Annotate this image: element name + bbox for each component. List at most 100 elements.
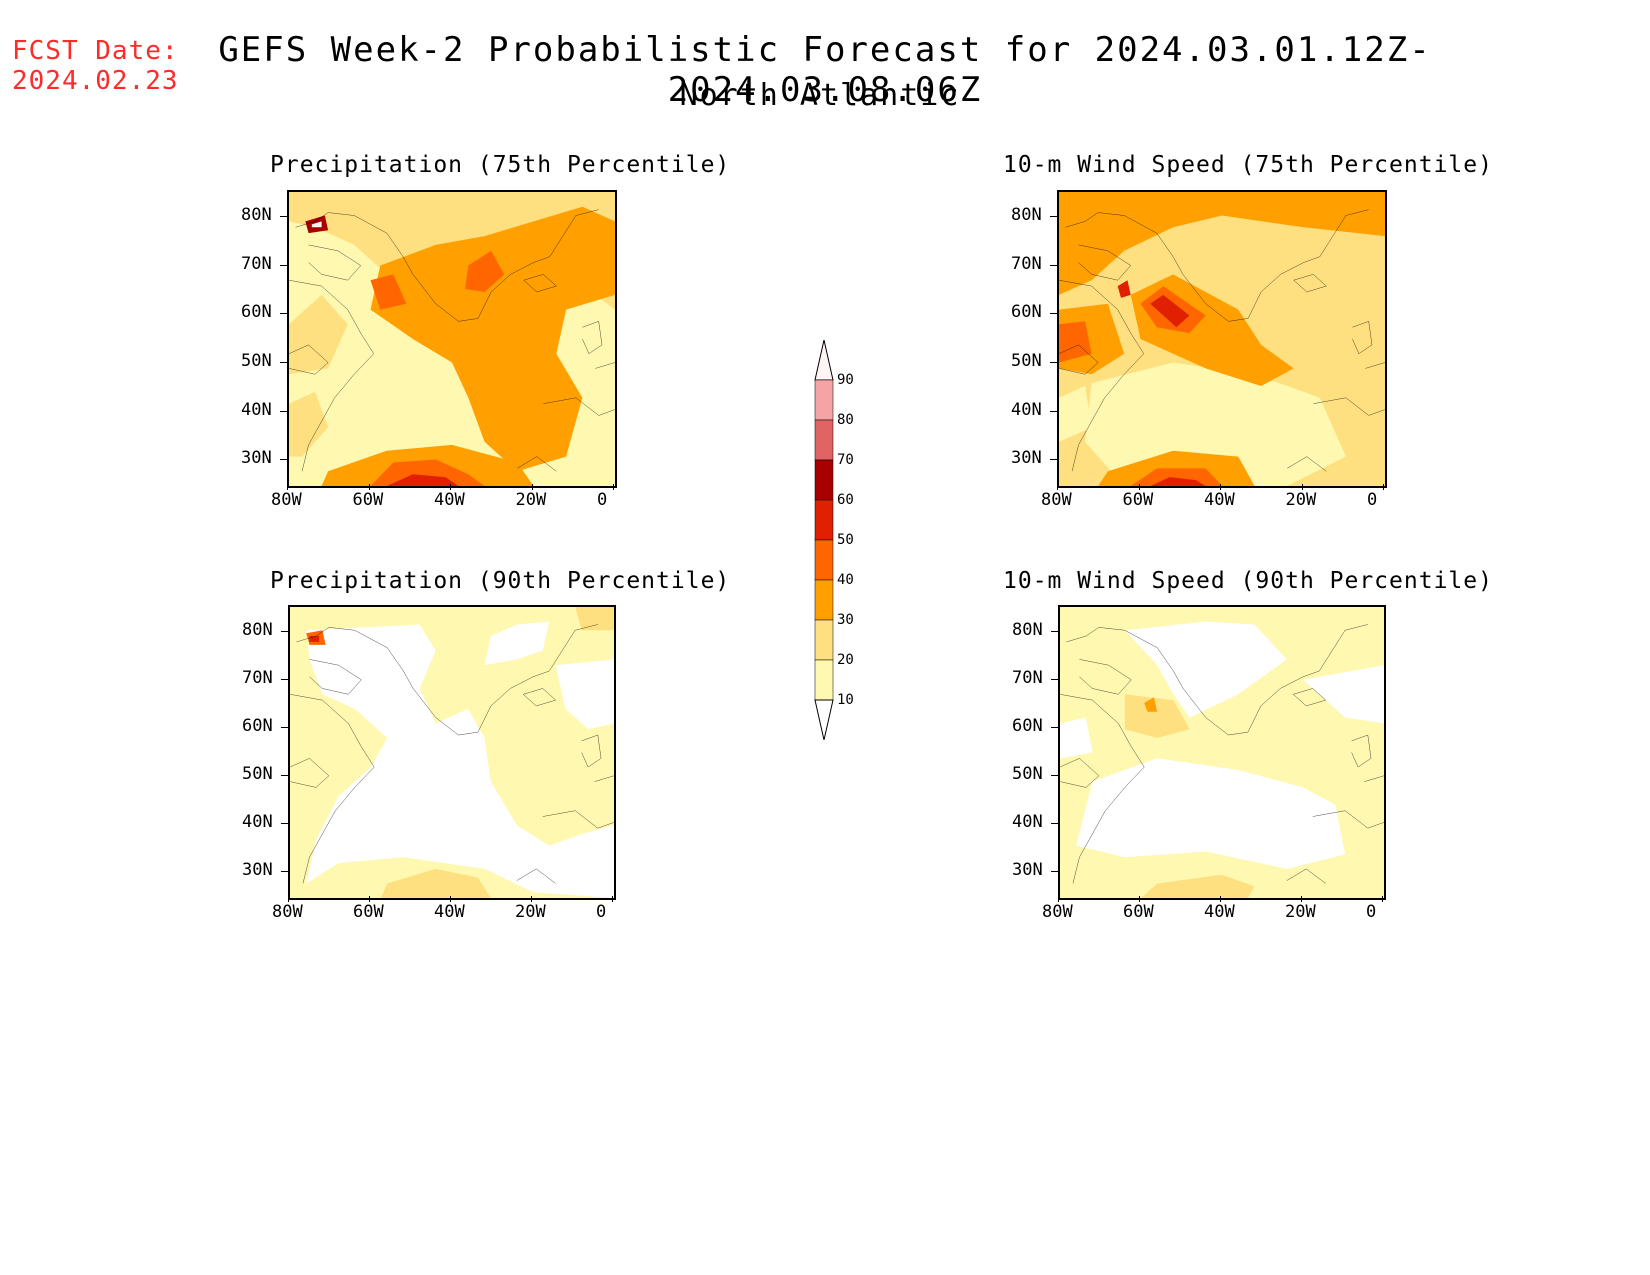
contour-region bbox=[1085, 362, 1346, 486]
coastline bbox=[1066, 624, 1367, 735]
lon-tick bbox=[369, 896, 370, 902]
lat-tick bbox=[1050, 264, 1057, 266]
lon-tick bbox=[612, 896, 613, 902]
lon-tick-label: 40W bbox=[434, 490, 465, 510]
contour-region bbox=[1060, 717, 1093, 759]
lat-tick bbox=[1050, 361, 1057, 363]
contour-region bbox=[1076, 758, 1346, 869]
coastline bbox=[1287, 457, 1326, 472]
lon-tick-label: 60W bbox=[1123, 902, 1154, 922]
lat-tick bbox=[1050, 459, 1057, 460]
lon-tick bbox=[1220, 484, 1221, 490]
colorbar-bottom-arrow bbox=[814, 699, 834, 741]
lon-tick bbox=[1301, 484, 1303, 490]
contour-region bbox=[370, 206, 615, 472]
coastline bbox=[309, 245, 361, 280]
colorbar-top-arrow bbox=[814, 339, 834, 381]
contour-region bbox=[575, 607, 614, 631]
lon-tick bbox=[450, 484, 451, 490]
lon-tick-label: 60W bbox=[1122, 490, 1154, 510]
panel-title-wind-90: 10-m Wind Speed (90th Percentile) bbox=[1003, 568, 1493, 594]
page-subtitle: North Atlantic bbox=[679, 78, 961, 113]
lat-tick bbox=[1051, 775, 1058, 777]
contour-region bbox=[465, 250, 505, 292]
lat-tick-label: 50N bbox=[241, 350, 272, 371]
lat-tick-label: 60N bbox=[242, 716, 273, 737]
colorbar-label: 30 bbox=[837, 612, 854, 628]
fcst-date-value: 2024.02.23 bbox=[12, 66, 179, 96]
lat-tick bbox=[1051, 871, 1058, 873]
coastline bbox=[1365, 776, 1384, 782]
colorbar-label: 80 bbox=[837, 412, 854, 428]
fcst-date-label: FCST Date: bbox=[12, 36, 179, 66]
coastline bbox=[1352, 735, 1371, 767]
map-fill-layer bbox=[1060, 607, 1384, 898]
lat-tick-label: 50N bbox=[242, 764, 273, 785]
lon-tick-label: 80W bbox=[271, 490, 302, 510]
map-fill-layer bbox=[290, 607, 614, 898]
lon-tick-label: 80W bbox=[1041, 490, 1072, 510]
lat-tick-label: 80N bbox=[1012, 620, 1043, 641]
coastline bbox=[1079, 245, 1131, 280]
coastline bbox=[1313, 811, 1384, 828]
lon-tick bbox=[368, 484, 370, 490]
colorbar-label: 40 bbox=[837, 572, 854, 588]
coastline bbox=[582, 735, 601, 767]
map-precip-75 bbox=[287, 190, 617, 488]
contour-region bbox=[1150, 477, 1206, 486]
coastline bbox=[1066, 210, 1369, 322]
lon-tick-label: 40W bbox=[1204, 490, 1235, 510]
lat-tick bbox=[281, 775, 288, 777]
coastline bbox=[582, 321, 602, 353]
lat-tick bbox=[280, 410, 287, 412]
contour-region bbox=[1124, 694, 1190, 738]
lon-tick bbox=[288, 896, 289, 902]
coastline bbox=[595, 363, 615, 369]
lat-tick-label: 60N bbox=[241, 302, 272, 323]
lon-tick bbox=[613, 484, 614, 490]
colorbar-segment bbox=[814, 499, 834, 541]
lon-tick-label: 40W bbox=[434, 902, 465, 922]
coastline bbox=[1293, 688, 1325, 705]
colorbar-label: 50 bbox=[837, 532, 854, 548]
contour-region bbox=[1303, 665, 1384, 724]
lat-tick-label: 70N bbox=[242, 668, 273, 689]
lat-tick-label: 50N bbox=[1011, 350, 1042, 371]
coastline bbox=[309, 659, 361, 694]
lat-tick-label: 40N bbox=[1012, 812, 1043, 833]
lat-tick-label: 30N bbox=[241, 448, 272, 468]
coastline bbox=[289, 345, 328, 374]
lon-tick bbox=[531, 484, 533, 490]
colorbar-label: 10 bbox=[837, 692, 854, 708]
lat-tick bbox=[281, 823, 288, 825]
lat-tick-label: 40N bbox=[242, 812, 273, 833]
lon-tick-label: 0 bbox=[1366, 902, 1377, 922]
coastline bbox=[517, 869, 556, 884]
lon-tick-label: 20W bbox=[1285, 490, 1317, 510]
colorbar-segment bbox=[814, 379, 834, 421]
colorbar-label: 20 bbox=[837, 652, 854, 668]
contour-region bbox=[306, 624, 614, 898]
coastline bbox=[290, 694, 374, 883]
contour-region bbox=[386, 474, 459, 486]
lat-tick-label: 40N bbox=[241, 399, 272, 420]
contour-region bbox=[1117, 280, 1131, 298]
contour-region bbox=[370, 459, 485, 486]
lat-tick bbox=[1050, 216, 1057, 218]
colorbar-label: 60 bbox=[837, 492, 854, 508]
colorbar-segment bbox=[814, 659, 834, 701]
coastline bbox=[543, 811, 614, 828]
coastline bbox=[1059, 345, 1098, 374]
lon-tick-label: 20W bbox=[515, 902, 546, 922]
map-precip-90 bbox=[288, 605, 616, 900]
coastline bbox=[1313, 398, 1385, 416]
lat-tick-label: 60N bbox=[1011, 302, 1042, 323]
lat-tick-label: 70N bbox=[1011, 253, 1042, 274]
lat-tick bbox=[281, 727, 288, 729]
lat-tick bbox=[280, 264, 287, 266]
lat-tick bbox=[280, 313, 287, 315]
lat-tick bbox=[1051, 631, 1058, 633]
map-fill-layer bbox=[289, 192, 615, 486]
contour-region bbox=[1059, 386, 1092, 442]
lon-tick-label: 20W bbox=[1285, 902, 1316, 922]
